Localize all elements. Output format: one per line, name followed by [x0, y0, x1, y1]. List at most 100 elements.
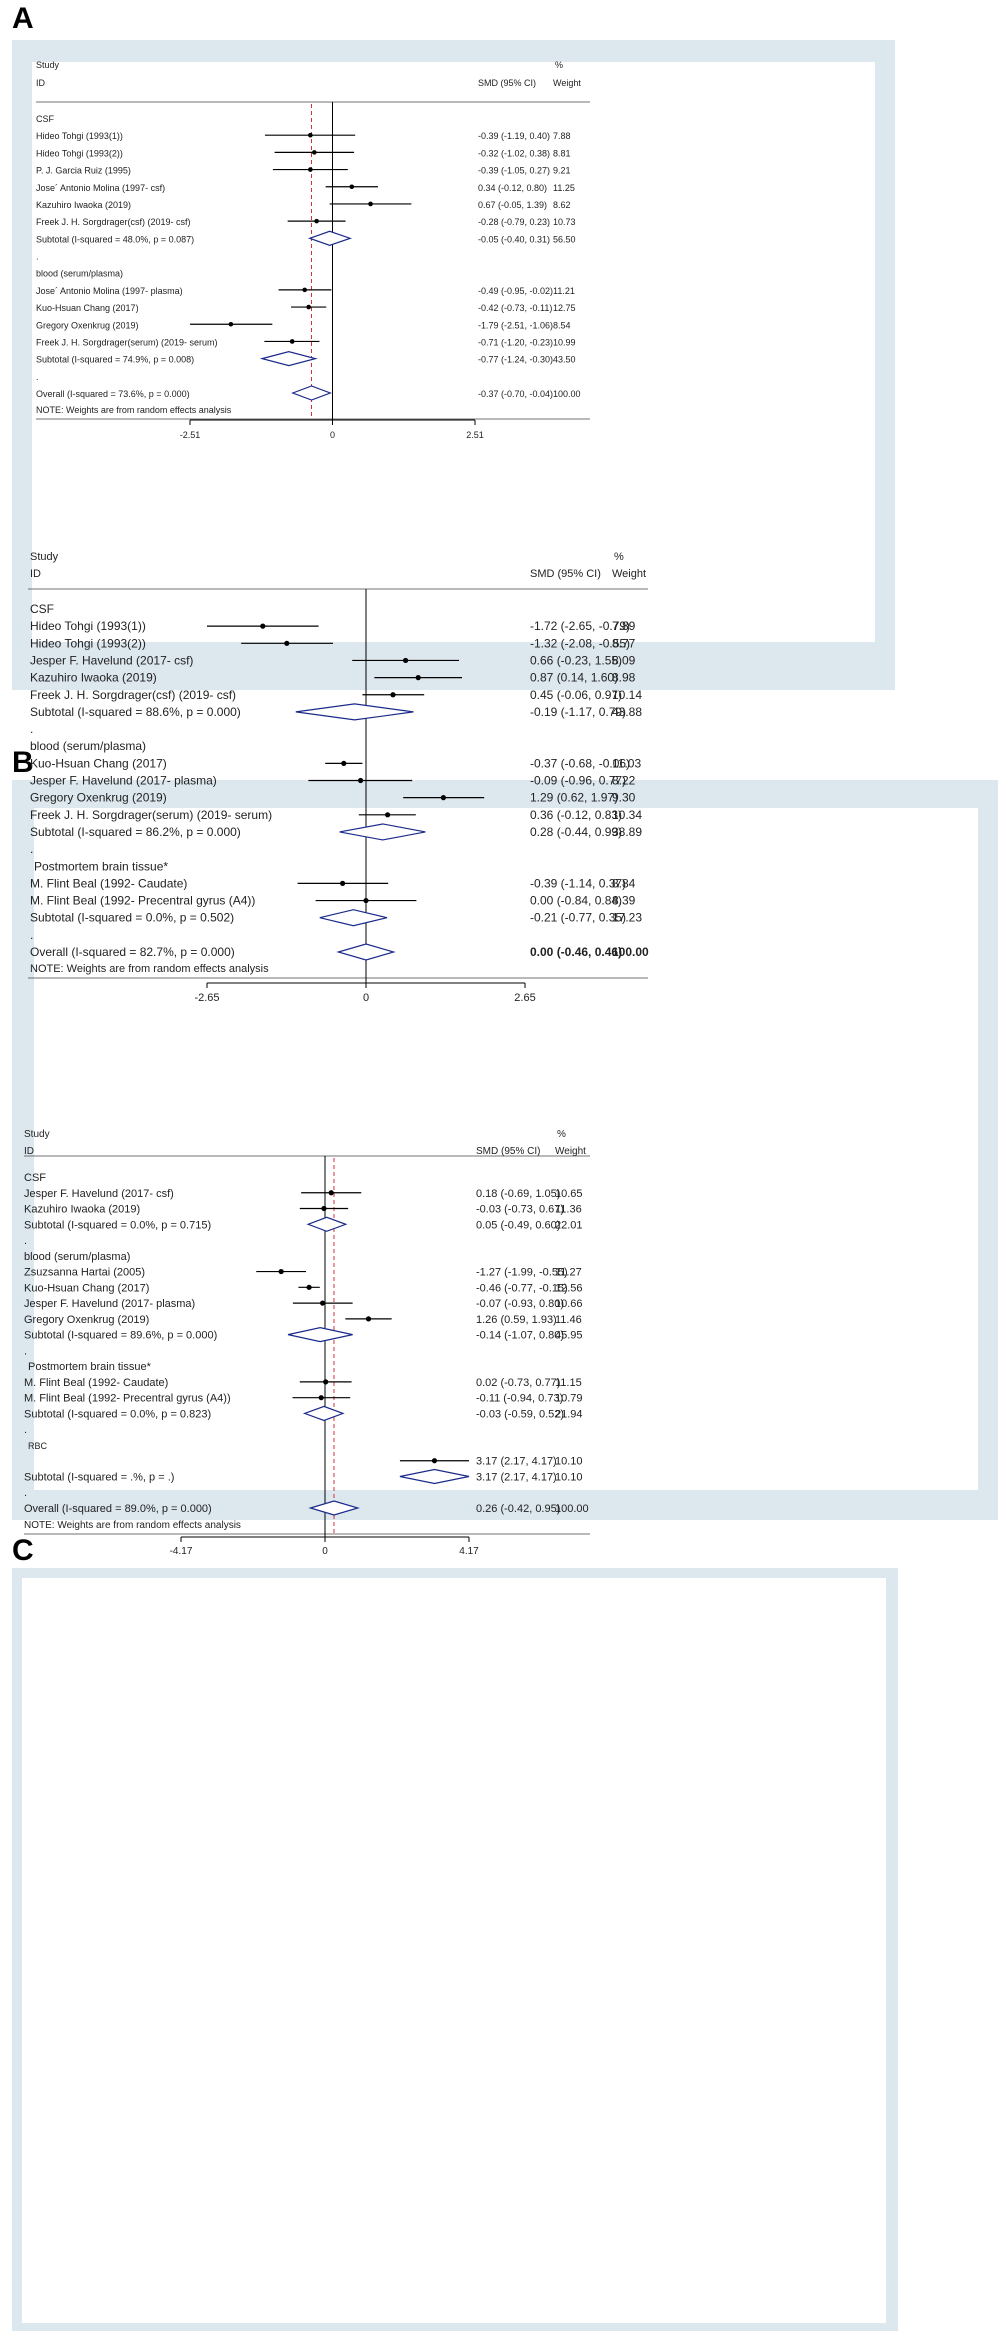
header-id: ID — [30, 568, 41, 580]
weight-text: 8.09 — [612, 653, 636, 667]
panel-a-frame — [12, 40, 895, 690]
point-estimate — [390, 692, 396, 698]
overall-diamond — [291, 385, 332, 401]
point-estimate — [308, 132, 313, 138]
weight-text: 12.56 — [555, 1282, 583, 1294]
weight-text: 8.84 — [612, 876, 636, 890]
panel-a-plot-area — [32, 62, 875, 642]
subtotal-diamond — [319, 909, 388, 927]
effect-text: -0.14 (-1.07, 0.80) — [476, 1330, 564, 1342]
effect-text: 0.02 (-0.73, 0.77) — [476, 1377, 560, 1389]
weight-text: 9.21 — [553, 166, 571, 176]
weight-text: 43.50 — [553, 355, 576, 365]
row-label-group: Postmortem brain tissue* — [34, 859, 168, 873]
effect-text: -0.39 (-1.14, 0.37) — [530, 876, 626, 890]
row-label-dot: . — [30, 928, 33, 942]
weight-text: 8.54 — [553, 320, 571, 330]
panel-letter-c: C — [12, 1534, 34, 1567]
weight-text: 11.25 — [553, 183, 575, 193]
point-estimate — [318, 1395, 324, 1401]
weight-text: 10.79 — [555, 1393, 583, 1405]
weight-text: 45.95 — [555, 1330, 583, 1342]
point-estimate — [440, 795, 446, 801]
effect-text: -0.28 (-0.79, 0.23) — [478, 217, 550, 227]
effect-text: -1.27 (-1.99, -0.55) — [476, 1267, 568, 1279]
effect-text: 0.26 (-0.42, 0.95) — [476, 1503, 560, 1515]
weight-text: 17.23 — [612, 911, 642, 925]
x-tick-label: 0 — [322, 1546, 328, 1557]
weight-text: 10.66 — [555, 1298, 583, 1310]
x-tick-label: 0 — [363, 992, 369, 1004]
header-id: ID — [36, 78, 46, 88]
x-tick-label: 2.65 — [514, 992, 535, 1004]
point-estimate — [365, 1316, 372, 1322]
weight-text: 8.62 — [553, 200, 571, 210]
weights-note: NOTE: Weights are from random effects an… — [30, 963, 269, 975]
row-label-study: M. Flint Beal (1992- Precentral gyrus (A… — [30, 894, 255, 908]
point-estimate — [321, 1205, 327, 1212]
effect-text: 3.17 (2.17, 4.17) — [476, 1471, 557, 1483]
point-estimate — [431, 1458, 438, 1464]
panel-letter-a: A — [12, 2, 34, 35]
header-percent: % — [555, 60, 563, 70]
row-label-study: Freek J. H. Sorgdrager(csf) (2019- csf) — [30, 688, 236, 702]
row-label-study: Kazuhiro Iwaoka (2019) — [24, 1204, 140, 1216]
weight-text: 10.10 — [555, 1456, 583, 1468]
row-label-study: Zsuzsanna Hartai (2005) — [24, 1267, 145, 1279]
row-label-study: Hideo Tohgi (1993(2)) — [30, 636, 146, 650]
point-estimate — [314, 218, 319, 224]
row-label-group: CSF — [36, 114, 55, 124]
row-label-subtotal: Subtotal (I-squared = 0.0%, p = 0.502) — [30, 911, 234, 925]
weight-text: 11.15 — [555, 1377, 582, 1389]
effect-text: -1.79 (-2.51, -1.06) — [478, 320, 553, 330]
effect-text: -0.77 (-1.24, -0.30) — [478, 355, 553, 365]
row-label-group: blood (serum/plasma) — [24, 1251, 130, 1263]
weight-text: 11.21 — [553, 286, 575, 296]
weights-note: NOTE: Weights are from random effects an… — [36, 405, 232, 415]
row-label-dot: . — [24, 1424, 27, 1436]
effect-text: -0.03 (-0.73, 0.67) — [476, 1204, 564, 1216]
row-label-overall: Overall (I-squared = 82.7%, p = 0.000) — [30, 945, 235, 959]
row-label-subtotal: Subtotal (I-squared = .%, p = .) — [24, 1471, 174, 1483]
effect-text: -0.49 (-0.95, -0.02) — [478, 286, 553, 296]
weight-text: 10.73 — [553, 217, 576, 227]
point-estimate — [306, 1284, 312, 1290]
row-label-study: Hideo Tohgi (1993(2)) — [36, 148, 123, 158]
row-label-study: M. Flint Beal (1992- Caudate) — [24, 1377, 168, 1389]
row-label-study: Kazuhiro Iwaoka (2019) — [36, 200, 131, 210]
subtotal-diamond — [339, 823, 426, 841]
row-label-study: Freek J. H. Sorgdrager(serum) (2019- ser… — [36, 337, 218, 347]
row-label-study: Kuo-Hsuan Chang (2017) — [24, 1282, 149, 1294]
weight-text: 8.81 — [553, 148, 571, 158]
effect-text: -0.05 (-0.40, 0.31) — [478, 234, 550, 244]
point-estimate — [403, 657, 409, 664]
effect-text: -1.32 (-2.08, -0.55) — [530, 636, 630, 650]
effect-text: -0.71 (-1.20, -0.23) — [478, 337, 553, 347]
row-label-group: Postmortem brain tissue* — [28, 1361, 152, 1373]
row-label-study: Jesper F. Havelund (2017- csf) — [24, 1188, 174, 1200]
header-study: Study — [24, 1129, 50, 1140]
point-estimate — [308, 167, 313, 172]
point-estimate — [341, 760, 347, 766]
effect-text: 3.17 (2.17, 4.17) — [476, 1456, 557, 1468]
row-label-study: P. J. Garcia Ruiz (1995) — [36, 166, 131, 176]
row-label-group: blood (serum/plasma) — [30, 739, 146, 753]
weight-text: 100.00 — [555, 1503, 589, 1515]
panel-c-plot-area — [22, 1578, 886, 2323]
weight-text: 10.99 — [553, 337, 576, 347]
effect-text: 0.18 (-0.69, 1.05) — [476, 1188, 560, 1200]
point-estimate — [312, 150, 317, 155]
x-tick-label: 4.17 — [459, 1546, 479, 1557]
header-percent: % — [614, 551, 624, 563]
weight-text: 8.39 — [612, 894, 636, 908]
effect-text: 0.00 (-0.46, 0.46) — [530, 945, 622, 959]
weight-text: 11.27 — [555, 1267, 582, 1279]
effect-text: 1.26 (0.59, 1.93) — [476, 1314, 557, 1326]
effect-text: -0.19 (-1.17, 0.79) — [530, 705, 626, 719]
row-label-dot: . — [36, 252, 39, 262]
row-label-dot: . — [30, 722, 33, 736]
row-label-subtotal: Subtotal (I-squared = 74.9%, p = 0.008) — [36, 355, 194, 365]
